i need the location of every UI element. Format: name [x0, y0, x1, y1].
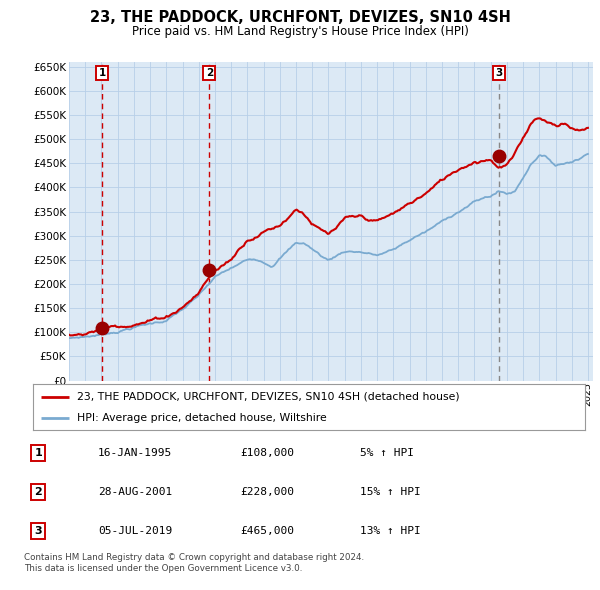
- Text: £228,000: £228,000: [241, 487, 295, 497]
- Text: Price paid vs. HM Land Registry's House Price Index (HPI): Price paid vs. HM Land Registry's House …: [131, 25, 469, 38]
- Text: 3: 3: [34, 526, 42, 536]
- Text: 23, THE PADDOCK, URCHFONT, DEVIZES, SN10 4SH: 23, THE PADDOCK, URCHFONT, DEVIZES, SN10…: [89, 10, 511, 25]
- Text: 05-JUL-2019: 05-JUL-2019: [98, 526, 172, 536]
- Text: £465,000: £465,000: [241, 526, 295, 536]
- Text: HPI: Average price, detached house, Wiltshire: HPI: Average price, detached house, Wilt…: [77, 413, 327, 423]
- Text: 3: 3: [495, 68, 502, 78]
- Text: 23, THE PADDOCK, URCHFONT, DEVIZES, SN10 4SH (detached house): 23, THE PADDOCK, URCHFONT, DEVIZES, SN10…: [77, 392, 460, 402]
- Text: 2: 2: [34, 487, 42, 497]
- Text: 1: 1: [34, 448, 42, 458]
- Text: £108,000: £108,000: [241, 448, 295, 458]
- Text: 1: 1: [98, 68, 106, 78]
- Text: 16-JAN-1995: 16-JAN-1995: [98, 448, 172, 458]
- Text: 2: 2: [206, 68, 213, 78]
- Text: 15% ↑ HPI: 15% ↑ HPI: [360, 487, 421, 497]
- Text: 5% ↑ HPI: 5% ↑ HPI: [360, 448, 414, 458]
- Text: 13% ↑ HPI: 13% ↑ HPI: [360, 526, 421, 536]
- Text: Contains HM Land Registry data © Crown copyright and database right 2024.
This d: Contains HM Land Registry data © Crown c…: [24, 553, 364, 573]
- Text: 28-AUG-2001: 28-AUG-2001: [98, 487, 172, 497]
